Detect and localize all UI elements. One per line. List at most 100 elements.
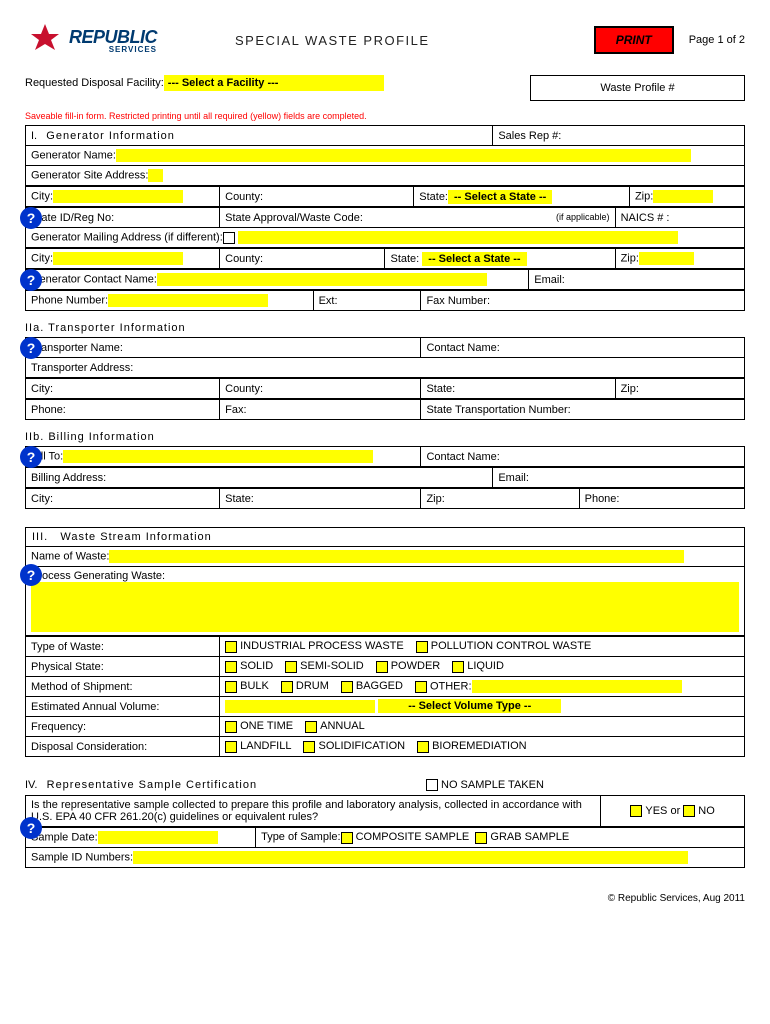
pcw-lbl: POLLUTION CONTROL WASTE [431, 640, 592, 652]
sdate-input[interactable] [98, 831, 218, 844]
ipw-lbl: INDUSTRIAL PROCESS WASTE [240, 640, 404, 652]
or-lbl: or [670, 805, 680, 817]
bulk-cb[interactable] [225, 681, 237, 693]
tstate-lbl: State: [426, 383, 455, 395]
s3-head: III. Waste Stream Information [25, 527, 745, 546]
no-lbl: NO [698, 805, 715, 817]
semi-cb[interactable] [285, 661, 297, 673]
solid-cb[interactable] [225, 661, 237, 673]
gen-name-input[interactable] [116, 149, 691, 162]
help-icon[interactable]: ? [20, 446, 42, 468]
bagged-lbl: BAGGED [356, 680, 403, 692]
bphone-lbl: Phone: [585, 493, 620, 505]
page-title: SPECIAL WASTE PROFILE [235, 33, 594, 48]
bemail-lbl: Email: [498, 472, 529, 484]
zip-input[interactable] [653, 190, 713, 203]
city-lbl: City: [31, 190, 53, 202]
tfax-lbl: Fax: [225, 404, 246, 416]
bcity-lbl: City: [31, 493, 53, 505]
ipw-cb[interactable] [225, 641, 237, 653]
yes-cb[interactable] [630, 805, 642, 817]
ids-input[interactable] [133, 851, 688, 864]
waste-profile-label: Waste Profile # [600, 82, 674, 94]
tcounty-lbl: County: [225, 383, 263, 395]
s4-num: IV. [25, 779, 37, 791]
wname-input[interactable] [109, 550, 684, 563]
tos-lbl: Type of Sample: [261, 831, 341, 843]
process-input[interactable] [31, 582, 739, 632]
s2a-title: IIa. Transporter Information [25, 319, 745, 337]
mail-checkbox[interactable] [223, 232, 235, 244]
section-2b: Bill To:Contact Name: [25, 446, 745, 467]
bio-cb[interactable] [417, 741, 429, 753]
annual-lbl: ANNUAL [320, 720, 365, 732]
s4-title: Representative Sample Certification [47, 779, 257, 791]
contact-input[interactable] [157, 273, 487, 286]
help-icon[interactable]: ? [20, 564, 42, 586]
county-lbl: County: [225, 191, 263, 203]
help-icon[interactable]: ? [20, 337, 42, 359]
s2b-title: IIb. Billing Information [25, 428, 745, 446]
liquid-cb[interactable] [452, 661, 464, 673]
comp-cb[interactable] [341, 832, 353, 844]
bulk-lbl: BULK [240, 680, 269, 692]
star-icon [25, 20, 65, 60]
city2-input[interactable] [53, 252, 183, 265]
bcontact-lbl: Contact Name: [426, 451, 499, 463]
section-2b-addr: Billing Address:Email: [25, 467, 745, 488]
zip2-input[interactable] [639, 252, 694, 265]
help-icon[interactable]: ? [20, 207, 42, 229]
state2-select[interactable]: -- Select a State -- [422, 252, 526, 266]
tcity-lbl: City: [31, 383, 53, 395]
tphone-lbl: Phone: [31, 404, 66, 416]
help-icon[interactable]: ? [20, 269, 42, 291]
section-4-sample: Sample Date:Type of Sample:COMPOSITE SAM… [25, 827, 745, 868]
tzip-lbl: Zip: [621, 383, 639, 395]
once-cb[interactable] [225, 721, 237, 733]
print-button[interactable]: PRINT [594, 26, 674, 54]
stn-lbl: State Transportation Number: [426, 404, 570, 416]
landfill-lbl: LANDFILL [240, 740, 291, 752]
facility-select[interactable]: --- Select a Facility --- [164, 75, 384, 91]
solid2-cb[interactable] [303, 741, 315, 753]
solid-lbl: SOLID [240, 660, 273, 672]
phone-lbl: Phone Number: [31, 294, 108, 306]
other-input[interactable] [472, 680, 682, 693]
bagged-cb[interactable] [341, 681, 353, 693]
section-1-table: I. Generator InformationSales Rep #: Gen… [25, 125, 745, 186]
vol-lbl: Estimated Annual Volume: [31, 701, 159, 713]
section-4: IV. Representative Sample Certification N… [25, 775, 745, 795]
help-icon[interactable]: ? [20, 817, 42, 839]
phone-input[interactable] [108, 294, 268, 307]
waste-profile-box: Waste Profile # [530, 75, 745, 101]
email-lbl: Email: [534, 274, 565, 286]
state-select[interactable]: -- Select a State -- [448, 190, 552, 204]
landfill-cb[interactable] [225, 741, 237, 753]
grab-cb[interactable] [475, 832, 487, 844]
nosample-cb[interactable] [426, 779, 438, 791]
mail-input[interactable] [238, 231, 678, 244]
annual-cb[interactable] [305, 721, 317, 733]
city-input[interactable] [53, 190, 183, 203]
pcw-cb[interactable] [416, 641, 428, 653]
nosample-lbl: NO SAMPLE TAKEN [441, 779, 544, 791]
vol-input[interactable] [225, 700, 375, 713]
county2-lbl: County: [225, 253, 263, 265]
vol-select[interactable]: -- Select Volume Type -- [378, 699, 561, 713]
powder-cb[interactable] [376, 661, 388, 673]
stateid-lbl: State ID/Reg No: [31, 212, 114, 224]
sdate-lbl: Sample Date: [31, 831, 98, 843]
drum-cb[interactable] [281, 681, 293, 693]
sales-rep: Sales Rep #: [493, 126, 745, 146]
bill-input[interactable] [63, 450, 373, 463]
site-addr-lbl: Generator Site Address: [31, 169, 148, 181]
drum-lbl: DRUM [296, 680, 329, 692]
no-cb[interactable] [683, 805, 695, 817]
process-lbl: Process Generating Waste: [31, 570, 165, 582]
logo: REPUBLICSERVICES [25, 20, 205, 60]
section-2a: Transporter Name:Contact Name: Transport… [25, 337, 745, 378]
section-1-addr: City: County: State:-- Select a State --… [25, 186, 745, 207]
ext-lbl: Ext: [319, 295, 338, 307]
other-cb[interactable] [415, 681, 427, 693]
site-addr-input[interactable] [148, 169, 163, 182]
